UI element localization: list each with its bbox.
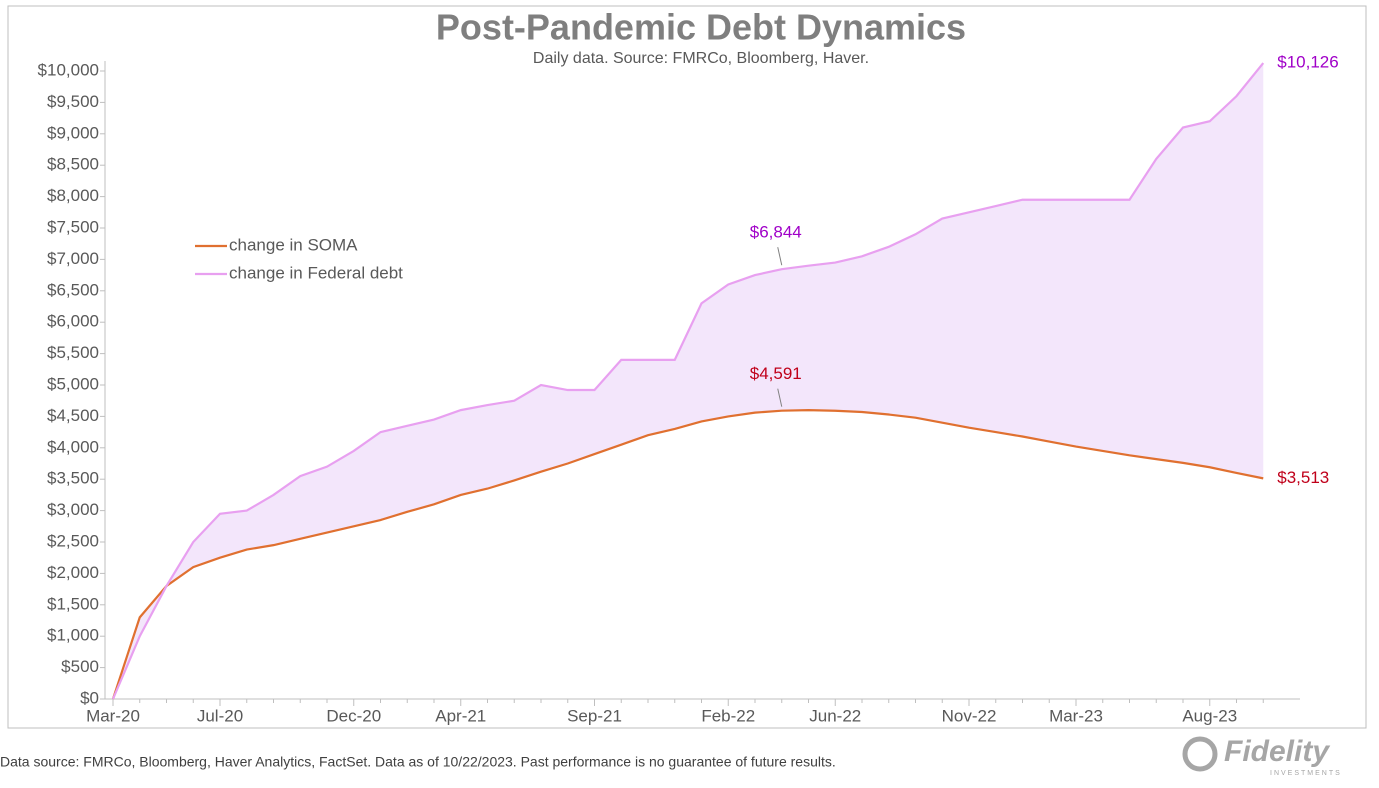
y-tick-label: $7,000 xyxy=(47,249,99,268)
series-line xyxy=(111,62,1265,700)
y-tick-label: $10,000 xyxy=(38,60,99,79)
x-tick-label: Mar-23 xyxy=(1049,706,1103,725)
x-tick-label: Nov-22 xyxy=(942,706,997,725)
x-tick-label: Feb-22 xyxy=(701,706,755,725)
x-tick-label: Aug-23 xyxy=(1182,706,1237,725)
y-tick-label: $3,500 xyxy=(47,469,99,488)
chart-subtitle: Daily data. Source: FMRCo, Bloomberg, Ha… xyxy=(533,50,869,67)
value-label: $10,126 xyxy=(1277,53,1338,72)
y-tick-label: $8,000 xyxy=(47,186,99,205)
y-tick-label: $7,500 xyxy=(47,217,99,236)
y-tick-label: $0 xyxy=(80,688,99,707)
x-tick-label: Sep-21 xyxy=(567,706,622,725)
x-tick-label: Jul-20 xyxy=(197,706,243,725)
fill-between xyxy=(113,63,1264,699)
y-tick-label: $1,000 xyxy=(47,626,99,645)
y-tick-label: $9,000 xyxy=(47,123,99,142)
brand: Fidelity xyxy=(1224,735,1330,768)
y-tick-label: $2,000 xyxy=(47,563,99,582)
y-tick-label: $8,500 xyxy=(47,155,99,174)
series-line xyxy=(111,409,1264,700)
y-tick-label: $6,000 xyxy=(47,312,99,331)
x-tick-label: Apr-21 xyxy=(435,706,486,725)
y-tick-label: $6,500 xyxy=(47,280,99,299)
y-tick-label: $4,500 xyxy=(47,406,99,425)
y-tick-label: $5,000 xyxy=(47,374,99,393)
legend-label: change in Federal debt xyxy=(229,263,403,282)
brand-sub: INVESTMENTS xyxy=(1270,770,1342,777)
y-tick-label: $4,000 xyxy=(47,437,99,456)
y-tick-label: $500 xyxy=(61,657,99,676)
leader-line xyxy=(777,247,783,266)
value-label: $6,844 xyxy=(750,223,802,242)
y-tick-label: $3,000 xyxy=(47,500,99,519)
footnote: Data source: FMRCo, Bloomberg, Haver Ana… xyxy=(0,754,836,770)
legend-label: change in SOMA xyxy=(229,235,358,254)
brand-icon xyxy=(1182,736,1218,772)
chart-border xyxy=(7,5,1367,729)
value-label: $4,591 xyxy=(750,364,802,383)
y-tick-label: $1,500 xyxy=(47,594,99,613)
y-tick-label: $2,500 xyxy=(47,531,99,550)
y-tick-label: $9,500 xyxy=(47,92,99,111)
x-tick-label: Mar-20 xyxy=(86,706,140,725)
x-tick-label: Dec-20 xyxy=(326,706,381,725)
chart-title: Post-Pandemic Debt Dynamics xyxy=(436,7,966,48)
leader-line xyxy=(777,388,783,407)
y-tick-label: $5,500 xyxy=(47,343,99,362)
x-tick-label: Jun-22 xyxy=(809,706,861,725)
value-label: $3,513 xyxy=(1277,468,1329,487)
